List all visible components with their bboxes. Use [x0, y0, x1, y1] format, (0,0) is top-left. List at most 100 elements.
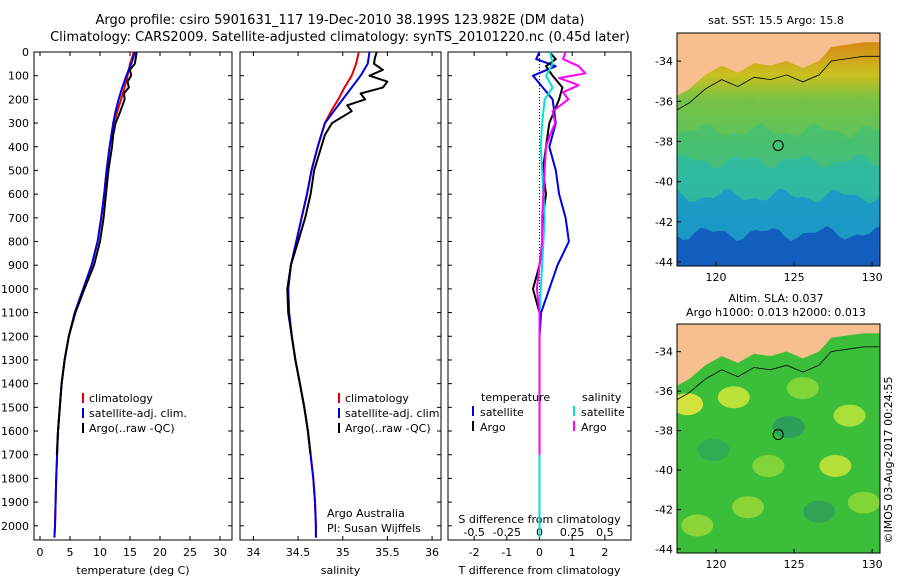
y-tick-label: 1200 — [1, 330, 29, 343]
temperature-legend-label: climatology — [89, 392, 153, 405]
plot-frame-temperature — [33, 51, 233, 541]
chart-title-line1: Argo profile: csiro 5901631_117 19-Dec-2… — [95, 13, 585, 28]
salinity-legend-label: climatology — [345, 392, 409, 405]
y-tick-label: 600 — [8, 188, 29, 201]
series-line-climatology — [53, 51, 135, 538]
x-tick-label: 35 — [336, 546, 350, 559]
y-tick-label: 900 — [8, 259, 29, 272]
diff-legend-label: satellite — [581, 406, 625, 419]
annotation-argo-australia: Argo Australia — [327, 507, 405, 520]
sla-anomaly — [717, 386, 750, 409]
x-tick-label: 0 — [536, 546, 543, 559]
diff-legend-label: Argo — [581, 421, 607, 434]
map-y-tick-label: -42 — [655, 216, 673, 229]
series-line-argo-raw-qc- — [55, 51, 138, 455]
sst-map-image — [677, 33, 880, 266]
sla-anomaly — [732, 496, 765, 519]
sla-anomaly — [752, 454, 785, 477]
map-y-tick-label: -40 — [655, 176, 673, 189]
y-tick-label: 2000 — [1, 520, 29, 533]
sst-map-frame — [676, 32, 881, 267]
y-tick-label: 1100 — [1, 307, 29, 320]
x-tick-label: 5 — [67, 546, 74, 559]
isobath-contour — [677, 346, 880, 400]
sst-map-title: sat. SST: 15.5 Argo: 15.8 — [708, 14, 844, 27]
x-tick-label: 35.5 — [375, 546, 400, 559]
map-x-tick-label: 130 — [862, 271, 883, 284]
map-y-tick-label: -34 — [655, 346, 673, 359]
map-y-tick-label: -36 — [655, 95, 673, 108]
x-tick-label: 0 — [37, 546, 44, 559]
y-tick-label: 1500 — [1, 401, 29, 414]
map-y-tick-label: -34 — [655, 55, 673, 68]
y-tick-label: 1800 — [1, 472, 29, 485]
series-line-argo-raw-qc- — [286, 51, 389, 455]
sst-band — [677, 225, 880, 266]
map-y-tick-label: -38 — [655, 425, 673, 438]
x-tick-label: 10 — [93, 546, 107, 559]
sla-anomaly — [681, 514, 714, 537]
s-tick-label: -0.25 — [493, 526, 521, 539]
y-tick-label: 400 — [8, 141, 29, 154]
land-mass — [677, 33, 880, 96]
map-y-tick-label: -44 — [655, 543, 673, 556]
series-line-salinity-satellite — [538, 51, 554, 538]
sla-anomaly — [833, 404, 866, 427]
x-tick-label: 30 — [213, 546, 227, 559]
sla-anomaly — [697, 438, 730, 461]
temperature-legend-label: Argo(..raw -QC) — [89, 422, 175, 435]
argo-position-marker — [772, 429, 784, 441]
y-tick-label: 1000 — [1, 283, 29, 296]
s-tick-label: -0.5 — [463, 526, 484, 539]
map-x-tick-label: 130 — [862, 558, 883, 571]
y-tick-label: 200 — [8, 93, 29, 106]
y-tick-label: 700 — [8, 212, 29, 225]
sla-anomaly — [677, 393, 704, 416]
map-y-tick-label: -44 — [655, 256, 673, 269]
x-tick-label: 20 — [153, 546, 167, 559]
diff-legend-title-salinity: salinity — [582, 391, 622, 404]
y-tick-label: 500 — [8, 164, 29, 177]
x-tick-label: 25 — [183, 546, 197, 559]
x-tick-label: 1 — [569, 546, 576, 559]
x-tick-label: 36 — [425, 546, 439, 559]
temperature-legend-label: satellite-adj. clim. — [89, 407, 187, 420]
x-axis-label: T difference from climatology — [458, 564, 621, 577]
series-line-satellite-adj-clim- — [53, 51, 136, 538]
x-axis-label: salinity — [321, 564, 361, 577]
chart-title-line2: Climatology: CARS2009. Satellite-adjuste… — [50, 30, 630, 45]
sla-anomaly — [819, 454, 852, 477]
series-line-satellite-adj-clim- — [287, 51, 371, 538]
map-y-tick-label: -38 — [655, 135, 673, 148]
map-y-tick-label: -42 — [655, 504, 673, 517]
y-tick-label: 1600 — [1, 425, 29, 438]
sla-map-frame — [676, 323, 881, 554]
x-tick-label: -2 — [469, 546, 480, 559]
y-tick-label: 1400 — [1, 378, 29, 391]
salinity-legend-label: Argo(..raw -QC) — [345, 422, 431, 435]
diff-legend-label: satellite — [480, 406, 524, 419]
plot-frame-salinity — [239, 51, 442, 541]
salinity-legend-label: satellite-adj. clim. — [345, 407, 443, 420]
x-tick-label: 2 — [601, 546, 608, 559]
y-tick-label: 1700 — [1, 449, 29, 462]
sla-anomaly — [847, 491, 880, 514]
sla-map-title-2: Argo h1000: 0.013 h2000: 0.013 — [686, 306, 866, 319]
series-line-salinity-argo — [535, 51, 587, 455]
y-tick-label: 800 — [8, 236, 29, 249]
map-x-tick-label: 120 — [706, 271, 727, 284]
y-tick-label: 1300 — [1, 354, 29, 367]
sla-map-image — [677, 324, 880, 553]
map-x-tick-label: 125 — [784, 271, 805, 284]
sla-anomaly — [786, 377, 819, 400]
x-tick-label: 15 — [123, 546, 137, 559]
footer-credit: ©IMOS 03-Aug-2017 00:24:55 — [882, 377, 895, 544]
argo-position-marker — [772, 139, 784, 151]
annotation-pi: PI: Susan Wijffels — [327, 522, 421, 535]
s-tick-label: 0.5 — [596, 526, 614, 539]
map-y-tick-label: -40 — [655, 464, 673, 477]
x-axis-label: temperature (deg C) — [76, 564, 189, 577]
y-tick-label: 0 — [22, 46, 29, 59]
x-tick-label: 34 — [246, 546, 260, 559]
